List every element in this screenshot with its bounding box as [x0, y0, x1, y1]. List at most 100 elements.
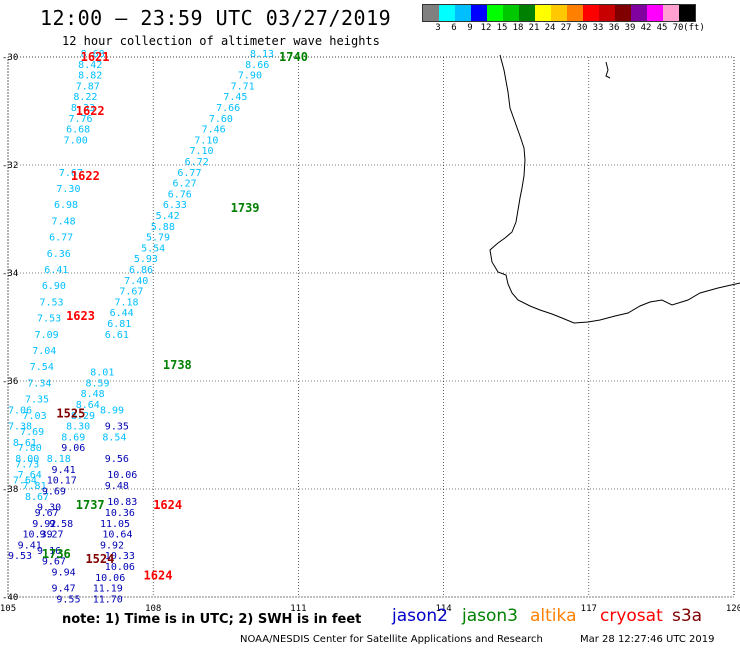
wave-height-value: 7.64	[13, 476, 37, 487]
coastline	[489, 54, 740, 324]
track-labels: 1621 1622 1622 1623 1624 1624 1740 1739 1738 1737…	[42, 50, 308, 582]
wave-height-value: 6.72	[185, 157, 209, 168]
wave-height-value: 7.40	[124, 276, 148, 287]
wave-height-value: 5.54	[141, 243, 165, 254]
wave-height-value: 10.39	[23, 530, 53, 541]
wave-height-value: 10.06	[105, 562, 135, 573]
track-id-label: 1524	[85, 552, 114, 566]
track-id-label: 1622	[76, 104, 105, 118]
wave-height-value: 8.99	[100, 405, 124, 416]
colorbar-label: 30	[576, 23, 588, 33]
wave-height-value: 9.41	[52, 465, 76, 476]
colorbar-swatch	[503, 5, 519, 21]
wave-height-value: 9.47	[52, 584, 76, 595]
wave-height-value: 7.03	[23, 411, 47, 422]
colorbar-swatch	[551, 5, 567, 21]
wave-height-value: 10.64	[102, 530, 132, 541]
wave-height-value: 6.36	[47, 249, 71, 260]
wave-height-value: 10.33	[105, 551, 135, 562]
wave-height-value: 5.88	[151, 222, 175, 233]
wave-height-value: 8.59	[85, 378, 109, 389]
wave-height-value: 5.42	[156, 211, 180, 222]
wave-height-value: 8.68	[81, 49, 105, 60]
wave-height-value: 7.09	[35, 330, 59, 341]
wave-height-value: 10.83	[107, 497, 137, 508]
wave-height-value: 9.06	[61, 443, 85, 454]
x-tick-label: 111	[290, 604, 306, 614]
wave-height-value: 7.76	[69, 114, 93, 125]
wave-height-value: 8.22	[73, 92, 97, 103]
wave-height-value: 7.48	[52, 216, 76, 227]
wave-height-value: 7.04	[32, 346, 56, 357]
colorbar-label: 21	[528, 23, 540, 33]
wave-height-value: 8.33	[71, 103, 95, 114]
colorbar-swatch	[631, 5, 647, 21]
page-title: 12:00 – 23:59 UTC 03/27/2019	[40, 6, 392, 30]
track-id-label: 1622	[71, 169, 100, 183]
colorbar-label: 18	[512, 23, 524, 33]
wave-height-value: 7.64	[18, 470, 42, 481]
wave-height-value: 9.67	[42, 557, 66, 568]
track-id-label: 1738	[163, 358, 192, 372]
wave-height-value: 8.01	[90, 368, 114, 379]
y-tick-label: -30	[2, 53, 18, 63]
colorbar-label: 12	[480, 23, 492, 33]
legend-jason2: jason2	[392, 606, 448, 626]
wave-height-value: 7.45	[223, 92, 247, 103]
wave-height-value: 10.36	[105, 508, 135, 519]
wave-height-value: 6.77	[49, 233, 73, 244]
wave-height-value: 7.80	[18, 443, 42, 454]
wave-height-value: 8.67	[25, 492, 49, 503]
colorbar-label: 36	[608, 23, 620, 33]
y-tick-label: -40	[2, 593, 18, 603]
track-id-label: 1525	[56, 406, 85, 420]
wave-height-value: 7.18	[114, 297, 138, 308]
wave-height-value: 8.54	[102, 432, 126, 443]
wave-height-value: 7.54	[30, 362, 54, 373]
wave-height-value: 6.44	[110, 308, 134, 319]
wave-height-value: 9.48	[105, 481, 129, 492]
y-tick-label: -36	[2, 377, 18, 387]
wave-height-value: 6.61	[105, 330, 129, 341]
page-subtitle: 12 hour collection of altimeter wave hei…	[62, 34, 380, 48]
wave-height-value: 7.30	[56, 184, 80, 195]
wave-height-value: 8.30	[66, 422, 90, 433]
wave-height-value: 5.79	[146, 233, 170, 244]
wave-height-value: 6.86	[129, 265, 153, 276]
wave-height-value: 7.46	[202, 125, 226, 136]
wave-height-value: 9.56	[105, 454, 129, 465]
wave-height-value: 7.10	[190, 146, 214, 157]
wave-height-value: 7.67	[59, 168, 83, 179]
wave-height-value: 10.06	[107, 470, 137, 481]
track-id-label: 1621	[81, 50, 110, 64]
legend-cryosat: cryosat	[600, 606, 663, 626]
wave-height-value: 8.13	[250, 49, 274, 60]
x-tick-label: 108	[145, 604, 161, 614]
colorbar-swatch	[519, 5, 535, 21]
wave-height-value: 9.30	[37, 503, 61, 514]
wave-height-value: 7.00	[64, 135, 88, 146]
colorbar-swatch	[663, 5, 679, 21]
wave-height-value: 8.64	[76, 400, 100, 411]
colorbar-swatch	[455, 5, 471, 21]
track-id-label: 1740	[279, 50, 308, 64]
colorbar-swatch	[583, 5, 599, 21]
australia-coastline	[489, 54, 740, 324]
wave-height-value: 7.06	[8, 405, 32, 416]
track-id-label: 1623	[66, 309, 95, 323]
track-id-label: 1624	[144, 568, 173, 582]
wave-height-value: 7.69	[20, 427, 44, 438]
wave-height-value: 8.18	[47, 454, 71, 465]
wave-height-value: 6.90	[42, 281, 66, 292]
colorbar-swatch	[615, 5, 631, 21]
wave-height-value: 6.77	[177, 168, 201, 179]
wave-height-value: 7.71	[231, 81, 255, 92]
colorbar-swatch	[679, 5, 695, 21]
wave-height-value: 9.35	[105, 422, 129, 433]
wave-height-value: 9.41	[18, 540, 42, 551]
colorbar-label: 27	[560, 23, 572, 33]
colorbar-label: 45	[656, 23, 668, 33]
wave-height-value: 7.35	[25, 395, 49, 406]
colorbar-label: 33	[592, 23, 604, 33]
